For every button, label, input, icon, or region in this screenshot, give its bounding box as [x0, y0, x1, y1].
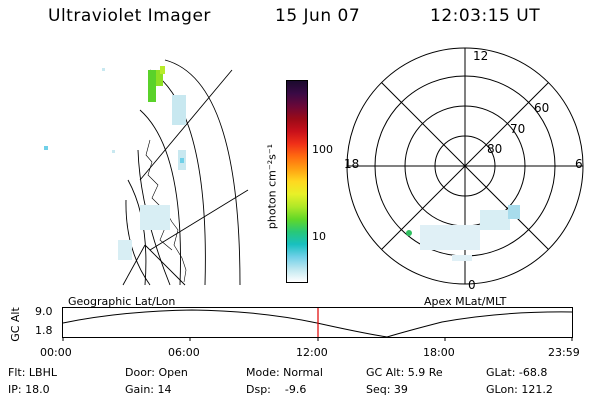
info-glon: GLon: 121.2 [486, 383, 553, 396]
timeline-x-tick-0600: 06:00 [168, 346, 200, 359]
timeline-left-title: Geographic Lat/Lon [68, 295, 176, 308]
info-mode: Mode: Normal [246, 366, 323, 379]
colorbar [286, 80, 308, 283]
info-seq: Seq: 39 [366, 383, 408, 396]
info-dsp: Dsp: -9.6 [246, 383, 307, 396]
timeline-axis-label: GC Alt [8, 307, 22, 342]
polar-mlt-label-left: 18 [344, 157, 359, 171]
info-ip: IP: 18.0 [8, 383, 50, 396]
timeline-x-tick-2359: 23:59 [548, 346, 580, 359]
timeline-x-tick-1800: 18:00 [423, 346, 455, 359]
timeline-right-title: Apex MLat/MLT [424, 295, 507, 308]
polar-mlt-label-right: 6 [575, 157, 583, 171]
polar-mlt-label-bottom: 0 [468, 278, 476, 292]
colorbar-tick-100: 100 [312, 143, 333, 156]
image-date: 15 Jun 07 [275, 6, 361, 26]
polar-lat-label-70: 70 [510, 122, 525, 136]
timeline-y-tick-low: 1.8 [35, 324, 53, 337]
colorbar-tick-10: 10 [312, 230, 326, 243]
timeline-y-tick-high: 9.0 [35, 305, 53, 318]
image-time: 12:03:15 UT [430, 6, 541, 26]
info-gain: Gain: 14 [125, 383, 172, 396]
polar-mlat-mlt-plot: 12 18 6 0 60 70 80 [344, 47, 584, 292]
timeline-x-tick-1200: 12:00 [296, 346, 328, 359]
polar-mlt-label-top: 12 [473, 49, 488, 63]
info-filter: Flt: LBHL [8, 366, 57, 379]
timeline-x-tick-0000: 00:00 [40, 346, 72, 359]
polar-lat-label-80: 80 [487, 142, 502, 156]
info-glat: GLat: -68.8 [486, 366, 548, 379]
colorbar-unit-label: photon cm⁻²s⁻¹ [265, 143, 279, 230]
info-door: Door: Open [125, 366, 188, 379]
polar-lat-label-60: 60 [534, 101, 549, 115]
geographic-globe-view [44, 59, 249, 286]
instrument-title: Ultraviolet Imager [48, 6, 211, 26]
info-gc-alt: GC Alt: 5.9 Re [366, 366, 443, 379]
altitude-timeline-chart [62, 307, 574, 341]
